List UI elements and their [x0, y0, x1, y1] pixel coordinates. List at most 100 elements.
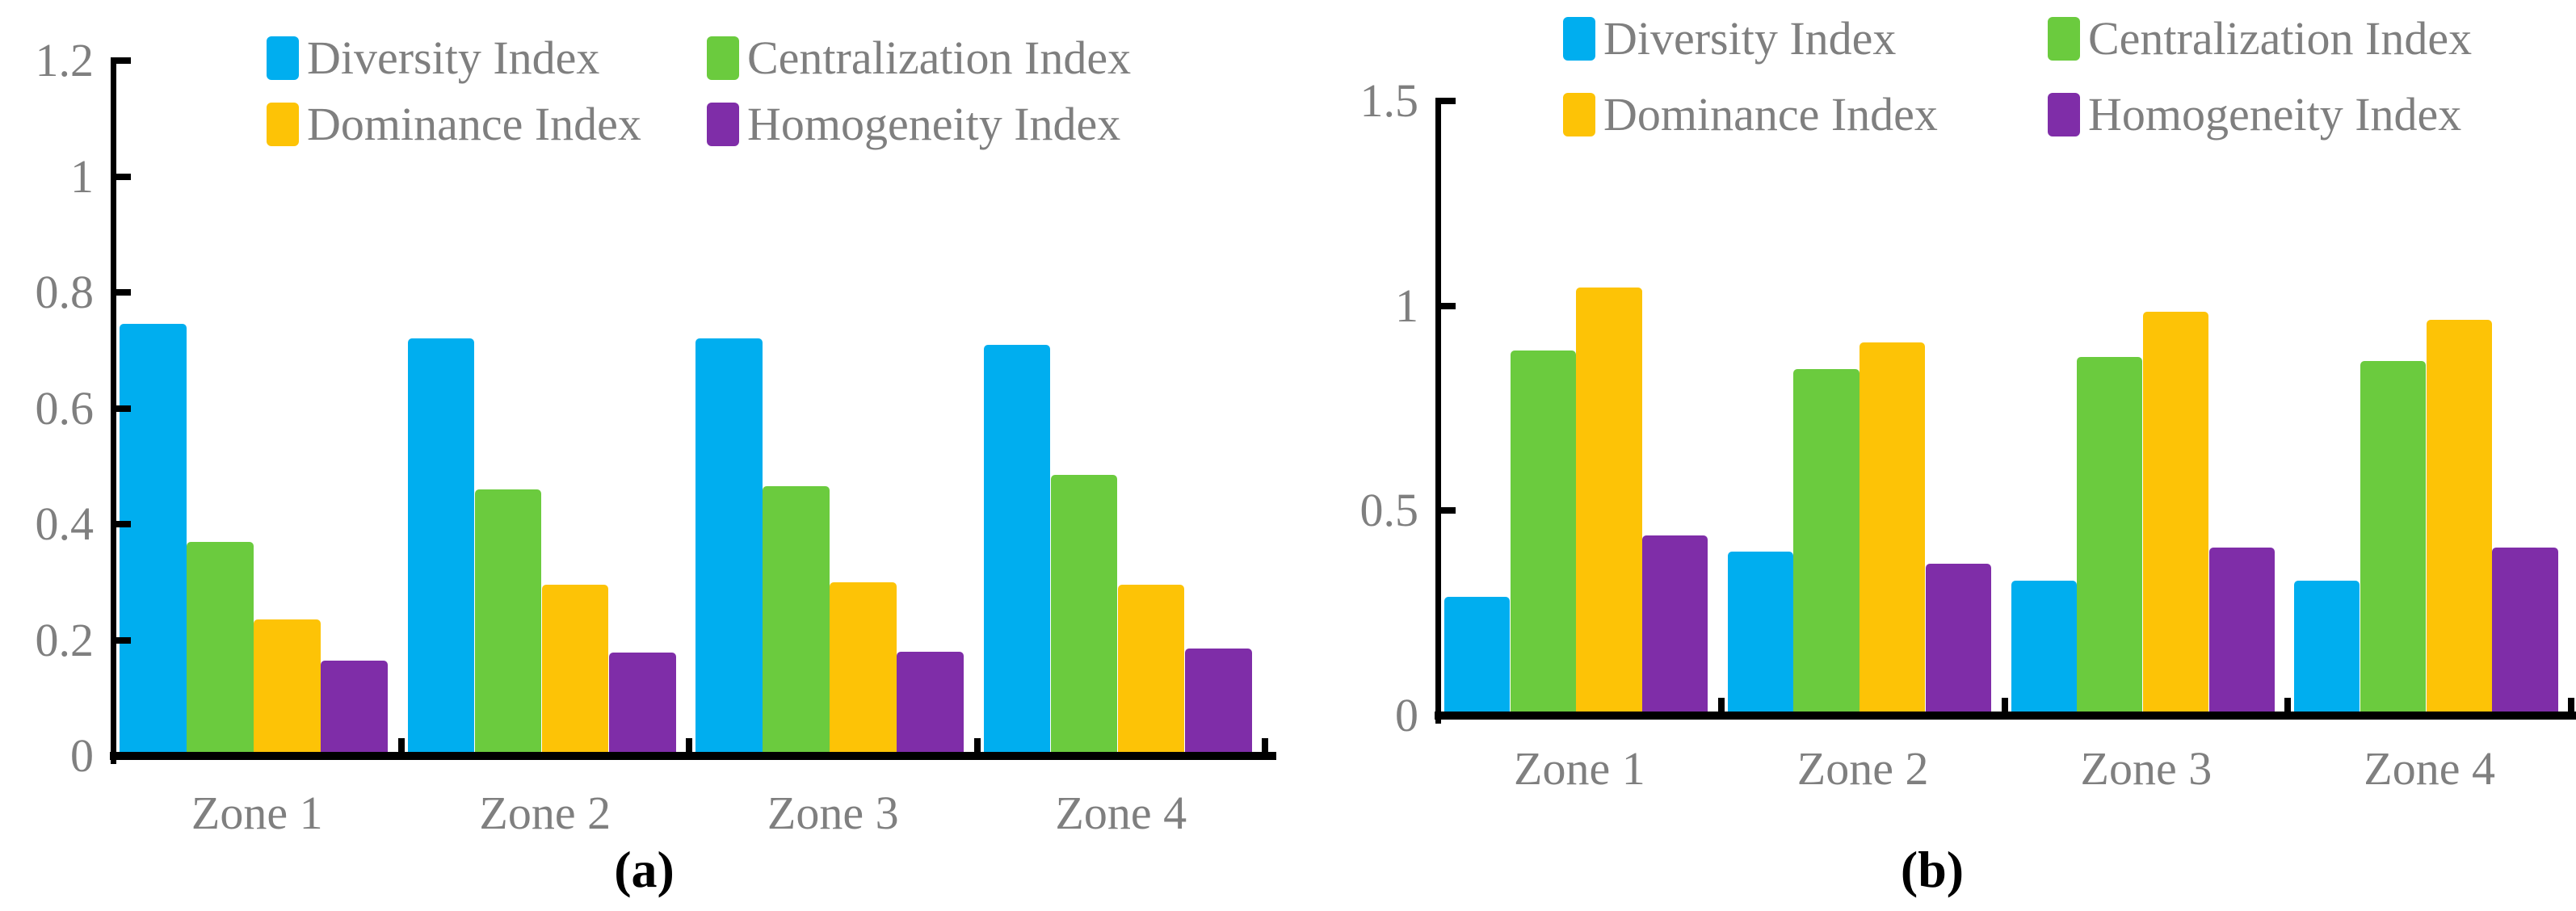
legend-swatch-centralization-index [2048, 17, 2080, 61]
legend-swatch-homogeneity-index [2048, 93, 2080, 136]
bar-zone-3-centralization-index [763, 486, 830, 756]
category-tick-3 [973, 738, 981, 752]
y-tick-0.5 [1440, 507, 1456, 514]
legend-label-dominance-index: Dominance Index [307, 98, 641, 150]
y-axis [1435, 98, 1441, 724]
y-tick-label-0: 0 [1395, 689, 1418, 741]
x-label-zone-3: Zone 3 [767, 787, 899, 839]
y-tick-label-1: 1 [1395, 279, 1418, 332]
legend-label-diversity-index: Diversity Index [1603, 12, 1897, 65]
legend-item-homogeneity-index: Homogeneity Index [2048, 89, 2461, 141]
y-tick-label-0.4: 0.4 [35, 497, 95, 550]
bar-zone-3-centralization-index [2077, 357, 2143, 716]
legend-item-diversity-index: Diversity Index [1563, 13, 1896, 65]
x-label-zone-4: Zone 4 [2364, 742, 2495, 795]
y-tick-label-0.5: 0.5 [1359, 484, 1419, 537]
bar-zone-4-centralization-index [2360, 361, 2427, 716]
x-label-zone-1: Zone 1 [1514, 742, 1645, 795]
y-tick-label-0: 0 [70, 729, 94, 782]
x-label-zone-3: Zone 3 [2080, 742, 2213, 795]
legend-swatch-homogeneity-index [707, 103, 739, 146]
x-label-zone-1: Zone 1 [191, 787, 323, 839]
y-tick-0.8 [116, 289, 131, 296]
bar-zone-2-homogeneity-index [608, 653, 676, 756]
bar-zone-2-centralization-index [474, 489, 542, 756]
legend-item-dominance-index: Dominance Index [1563, 89, 1938, 141]
y-axis [111, 57, 116, 764]
category-tick-4 [1262, 738, 1268, 752]
y-tick-1.5 [1440, 98, 1456, 104]
legend-swatch-diversity-index [1563, 17, 1595, 61]
legend-swatch-centralization-index [707, 36, 739, 80]
category-tick-1 [397, 738, 405, 752]
legend-item-centralization-index: Centralization Index [707, 32, 1131, 84]
chart-a-panel: (a) 0 0.2 0.4 0.6 0.8 1 1.2 Zone 1 Zone 2 Zone 3 Z… [35, 32, 1276, 898]
bar-zone-1-dominance-index [254, 619, 321, 756]
bar-zone-1-centralization-index [1510, 351, 1576, 716]
legend-swatch-diversity-index [267, 36, 299, 80]
x-axis [110, 752, 1276, 760]
bar-zone-4-homogeneity-index [1184, 649, 1252, 756]
y-tick-label-0.8: 0.8 [35, 266, 95, 318]
bar-zone-2-homogeneity-index [1925, 564, 1991, 716]
legend-label-diversity-index: Diversity Index [307, 31, 600, 84]
y-tick-label-0.2: 0.2 [35, 613, 95, 666]
bar-zone-2-diversity-index [407, 338, 475, 756]
bar-zone-4-diversity-index [983, 344, 1051, 756]
bar-zone-1-diversity-index [1444, 596, 1511, 716]
bar-zone-3-diversity-index [2011, 580, 2077, 716]
category-tick-4 [2568, 698, 2574, 712]
legend-label-homogeneity-index: Homogeneity Index [2088, 88, 2462, 141]
bar-zone-2-dominance-index [541, 585, 609, 756]
y-tick-label-0.6: 0.6 [35, 381, 95, 435]
legend-label-centralization-index: Centralization Index [2088, 12, 2473, 65]
bar-zone-4-centralization-index [1050, 475, 1118, 756]
bar-zone-4-homogeneity-index [2492, 547, 2558, 716]
x-label-zone-2: Zone 2 [479, 787, 611, 839]
legend-label-homogeneity-index: Homogeneity Index [747, 98, 1121, 150]
y-tick-0.6 [116, 405, 131, 412]
legend-swatch-dominance-index [1563, 93, 1595, 136]
bar-zone-3-homogeneity-index [2208, 547, 2275, 716]
legend-label-dominance-index: Dominance Index [1603, 88, 1938, 141]
chart-b-panel: (b) 0 0.5 1 1.5 Zone 1 Zone 2 Zone 3 Zone 4 Dive… [1288, 0, 2576, 911]
y-tick-1 [1440, 302, 1456, 309]
bar-zone-1-dominance-index [1576, 287, 1642, 716]
chart-b-caption: (b) [1900, 841, 1965, 898]
bar-zone-3-dominance-index [2142, 312, 2209, 716]
y-tick-1.2 [116, 57, 131, 64]
bar-zone-2-dominance-index [1860, 342, 1926, 716]
y-tick-0.4 [116, 521, 131, 527]
bar-zone-2-centralization-index [1793, 369, 1860, 716]
legend-item-dominance-index: Dominance Index [267, 99, 641, 150]
category-tick-3 [2284, 698, 2292, 712]
x-label-zone-4: Zone 4 [1055, 787, 1187, 839]
bar-zone-1-homogeneity-index [321, 660, 388, 756]
legend-item-diversity-index: Diversity Index [267, 32, 599, 84]
x-axis [1435, 712, 2576, 720]
y-tick-0.2 [116, 636, 131, 644]
category-tick-2 [686, 738, 692, 752]
bar-zone-3-dominance-index [830, 581, 897, 756]
bar-zone-1-diversity-index [120, 324, 187, 756]
bar-zone-1-centralization-index [187, 541, 254, 756]
category-tick-1 [1717, 698, 1725, 712]
y-tick-label-1.5: 1.5 [1359, 74, 1419, 127]
bar-zone-2-diversity-index [1727, 552, 1793, 716]
bar-zone-4-diversity-index [2294, 580, 2360, 716]
y-tick-label-1: 1 [70, 149, 94, 203]
bar-zone-4-dominance-index [2426, 320, 2492, 716]
legend-label-centralization-index: Centralization Index [747, 31, 1132, 84]
bar-zone-1-homogeneity-index [1642, 535, 1708, 716]
bar-zone-3-homogeneity-index [897, 651, 964, 756]
legend-item-homogeneity-index: Homogeneity Index [707, 99, 1120, 150]
legend-item-centralization-index: Centralization Index [2048, 13, 2472, 65]
y-tick-label-1.2: 1.2 [35, 34, 95, 86]
x-label-zone-2: Zone 2 [1796, 742, 1929, 795]
category-tick-2 [2001, 698, 2008, 712]
chart-a-caption: (a) [614, 841, 674, 898]
bar-zone-3-diversity-index [695, 338, 763, 756]
y-tick-1 [116, 173, 131, 180]
bar-zone-4-dominance-index [1117, 585, 1185, 756]
